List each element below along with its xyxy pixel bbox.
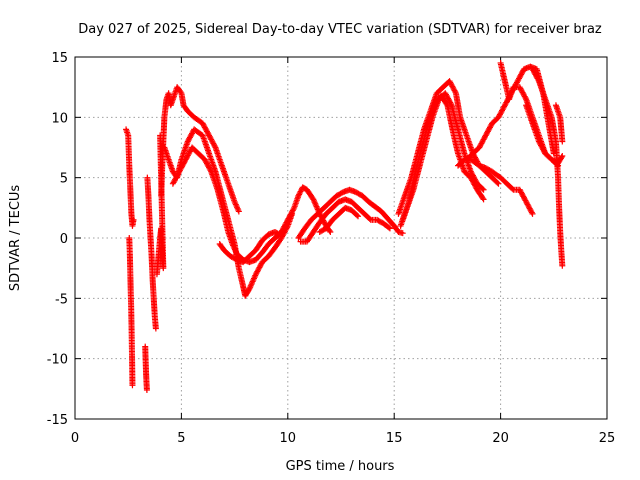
data-point	[460, 157, 467, 164]
x-tick-label: 0	[71, 431, 79, 446]
data-point	[230, 242, 237, 249]
data-point	[355, 213, 362, 220]
data-point	[399, 230, 406, 237]
axis-ticks: 0 5 10 15 20 25 -15 -10 -5 0 5 10 15	[47, 51, 616, 446]
data-point	[245, 286, 252, 293]
data-point	[211, 143, 218, 150]
data-point	[559, 138, 566, 145]
data-point	[480, 186, 487, 193]
data-point	[152, 325, 159, 332]
x-tick-label: 25	[599, 431, 616, 446]
data-point	[231, 246, 238, 253]
data-point	[326, 227, 333, 234]
y-axis-label: SDTVAR / TECUs	[8, 185, 23, 292]
data-point	[509, 185, 516, 192]
y-tick-label: 15	[51, 51, 68, 66]
data-point	[277, 231, 284, 238]
data-point	[278, 232, 285, 239]
data-point	[327, 228, 334, 235]
data-point	[443, 101, 450, 108]
data-point	[234, 204, 241, 211]
plot-frame	[74, 56, 608, 420]
data-point	[290, 206, 297, 213]
y-tick-label: -5	[55, 292, 68, 307]
data-point	[230, 243, 237, 250]
data-point	[231, 245, 238, 252]
data-point	[234, 205, 241, 212]
data-point	[479, 185, 486, 192]
data-point	[143, 387, 150, 394]
data-point	[129, 382, 136, 389]
data-point	[386, 225, 393, 232]
y-tick-label: 5	[60, 172, 68, 187]
data-point	[385, 224, 392, 231]
grid	[75, 57, 607, 419]
data-point	[130, 216, 137, 223]
data-point	[495, 180, 502, 187]
data-point	[559, 262, 566, 269]
data-point	[233, 202, 240, 209]
data-point	[353, 212, 360, 219]
y-tick-label: -15	[47, 413, 68, 428]
data-point	[207, 167, 214, 174]
data-point	[232, 201, 239, 208]
chart-title: Day 027 of 2025, Sidereal Day-to-day VTE…	[78, 22, 602, 37]
y-tick-label: 0	[60, 232, 68, 247]
data-point	[235, 207, 242, 214]
data-point	[232, 200, 239, 207]
data-point	[528, 209, 535, 216]
data-point	[366, 215, 373, 222]
data-point	[529, 210, 536, 217]
data-point	[480, 196, 487, 203]
x-tick-label: 10	[280, 431, 297, 446]
data-point	[229, 241, 236, 248]
data-point	[452, 88, 459, 95]
data-point	[231, 198, 238, 205]
data-point	[177, 88, 184, 95]
data-point	[235, 208, 242, 215]
x-axis-label: GPS time / hours	[286, 459, 395, 474]
data-point	[522, 94, 529, 101]
y-tick-label: -10	[47, 353, 68, 368]
data-point	[232, 247, 239, 254]
data-points	[123, 60, 566, 394]
y-tick-label: 10	[51, 111, 68, 126]
x-tick-label: 20	[492, 431, 509, 446]
x-tick-label: 15	[386, 431, 403, 446]
data-point	[479, 195, 486, 202]
data-point	[559, 152, 566, 159]
data-point	[494, 179, 501, 186]
x-tick-label: 5	[177, 431, 185, 446]
data-point	[535, 76, 542, 83]
